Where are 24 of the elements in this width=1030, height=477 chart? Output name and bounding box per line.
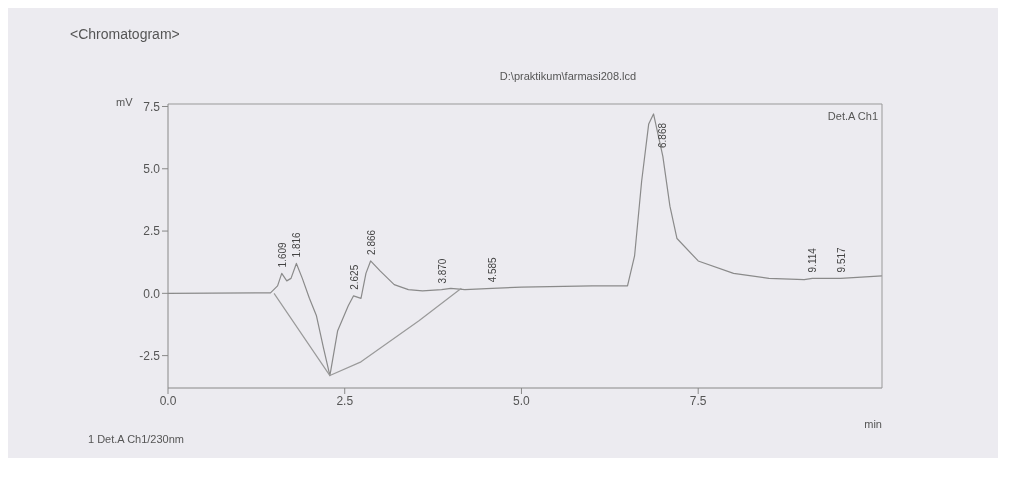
text: 1 Det.A Ch1/230nm [88,433,185,445]
y-tick-label: -2.5 [139,348,161,363]
text: <Chromatogram> [70,26,180,42]
x-axis-title: min [864,418,882,430]
annotation: 9.517 [835,246,847,273]
annotation: 6.868 [656,122,668,148]
x-tick-label: 7.5 [689,393,707,408]
annotation: 3.870 [436,258,448,284]
y-axis-title: mV [116,96,133,108]
x-tick-label: 2.5 [336,393,354,408]
annotation: 4.585 [487,256,499,283]
annotation: 9.114 [807,247,819,273]
y-tick-label: 2.5 [143,224,161,239]
y-tick-label: 0.0 [143,286,161,301]
y-tick-label: 5.0 [143,162,161,177]
chart-title: D:\praktikum\farmasi208.lcd [498,70,638,82]
annotation: 1.816 [291,231,303,258]
annotation: Det.A Ch1 [827,110,878,122]
y-tick-label: 7.5 [143,99,161,114]
x-tick-label: 5.0 [513,393,531,408]
annotation: 2.625 [348,264,360,290]
annotation: 1.609 [276,241,288,268]
annotation: 2.866 [365,229,377,255]
x-tick-label: 0.0 [159,393,177,408]
